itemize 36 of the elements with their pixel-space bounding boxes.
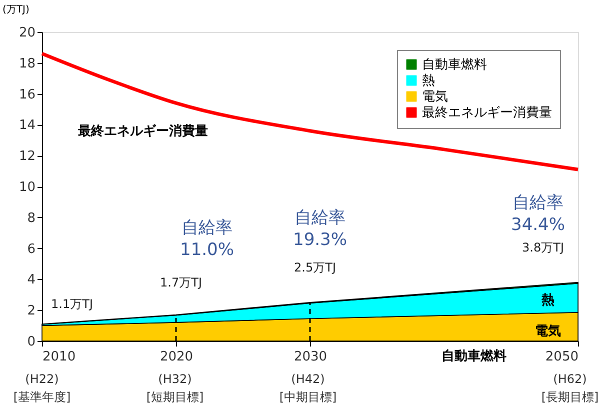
annotation: 自給率 34.4% xyxy=(510,193,566,235)
y-tick-label: 4 xyxy=(27,272,36,288)
legend-label: 最終エネルギー消費量 xyxy=(422,106,552,120)
x-tick-label: 2030 xyxy=(294,350,328,364)
y-tick-label: 6 xyxy=(27,242,36,257)
text: 自動車燃料 xyxy=(442,349,506,364)
y-tick-label: 10 xyxy=(18,180,36,195)
annotation: 自給率 11.0% xyxy=(180,218,234,260)
annotation: 最終エネルギー消費量 xyxy=(77,124,208,139)
legend-label: 熱 xyxy=(422,74,435,88)
y-tick-label: 14 xyxy=(18,118,36,134)
y-tick-label: 8 xyxy=(27,210,36,226)
total-label: 1.7万TJ xyxy=(160,276,202,290)
y-tick-label: 2 xyxy=(27,304,36,319)
text: (H42) [中期目標] xyxy=(279,372,337,404)
total-label: 1.1万TJ xyxy=(51,297,93,312)
text: (H22) [基準年度] xyxy=(13,372,71,404)
total-label: 2.5万TJ xyxy=(294,260,336,274)
text: (H62) [長期目標] xyxy=(541,372,599,404)
annotation: 熱 xyxy=(540,292,554,308)
legend-label: 自動車燃料 xyxy=(422,58,487,72)
text: (H32) [短期目標] xyxy=(146,372,204,404)
x-tick-label: 2010 xyxy=(42,350,76,364)
x-tick-label: 2050 xyxy=(545,350,578,364)
y-tick-label: 18 xyxy=(18,56,36,72)
y-tick-label: 12 xyxy=(18,149,36,164)
y-tick-label: 16 xyxy=(18,87,36,102)
legend-label: 電気 xyxy=(422,90,448,104)
x-tick-label: 2020 xyxy=(160,350,194,364)
total-label: 3.8万TJ xyxy=(522,240,564,254)
y-tick-label: 0 xyxy=(27,334,36,350)
line-series xyxy=(40,52,580,172)
y-axis-title: (万TJ) xyxy=(2,4,30,16)
y-tick-label: 20 xyxy=(18,26,36,40)
annotation: 自給率 19.3% xyxy=(292,208,348,250)
annotation: 電気 xyxy=(535,324,561,339)
